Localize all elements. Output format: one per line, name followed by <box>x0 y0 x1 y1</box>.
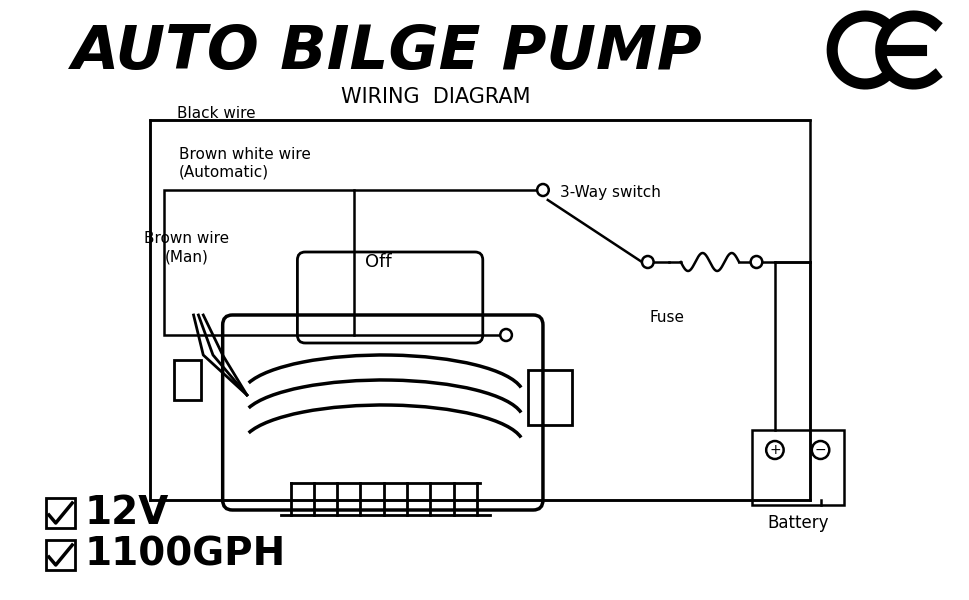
Text: WIRING  DIAGRAM: WIRING DIAGRAM <box>341 87 530 107</box>
Bar <box>150 120 809 500</box>
Text: Brown white wire
(Automatic): Brown white wire (Automatic) <box>179 147 310 179</box>
Circle shape <box>766 441 783 459</box>
Text: 1100GPH: 1100GPH <box>84 536 286 574</box>
Text: AUTO BILGE PUMP: AUTO BILGE PUMP <box>73 22 703 82</box>
Text: 12V: 12V <box>84 494 169 532</box>
Text: −: − <box>814 443 826 457</box>
Bar <box>165 190 354 335</box>
Text: Black wire: Black wire <box>176 106 255 121</box>
Bar <box>46 540 75 570</box>
Bar <box>528 370 572 425</box>
Text: Off: Off <box>364 253 391 271</box>
Text: +: + <box>768 443 780 457</box>
Circle shape <box>500 329 512 341</box>
Bar <box>46 498 75 528</box>
Circle shape <box>641 256 653 268</box>
Text: Brown wire
(Man): Brown wire (Man) <box>144 231 229 265</box>
Bar <box>174 360 202 400</box>
Text: Battery: Battery <box>766 514 828 532</box>
Circle shape <box>750 256 762 268</box>
Circle shape <box>537 184 548 196</box>
Circle shape <box>811 441 828 459</box>
Text: 3-Way switch: 3-Way switch <box>560 185 661 200</box>
Bar <box>751 430 843 505</box>
Text: Fuse: Fuse <box>649 311 684 325</box>
